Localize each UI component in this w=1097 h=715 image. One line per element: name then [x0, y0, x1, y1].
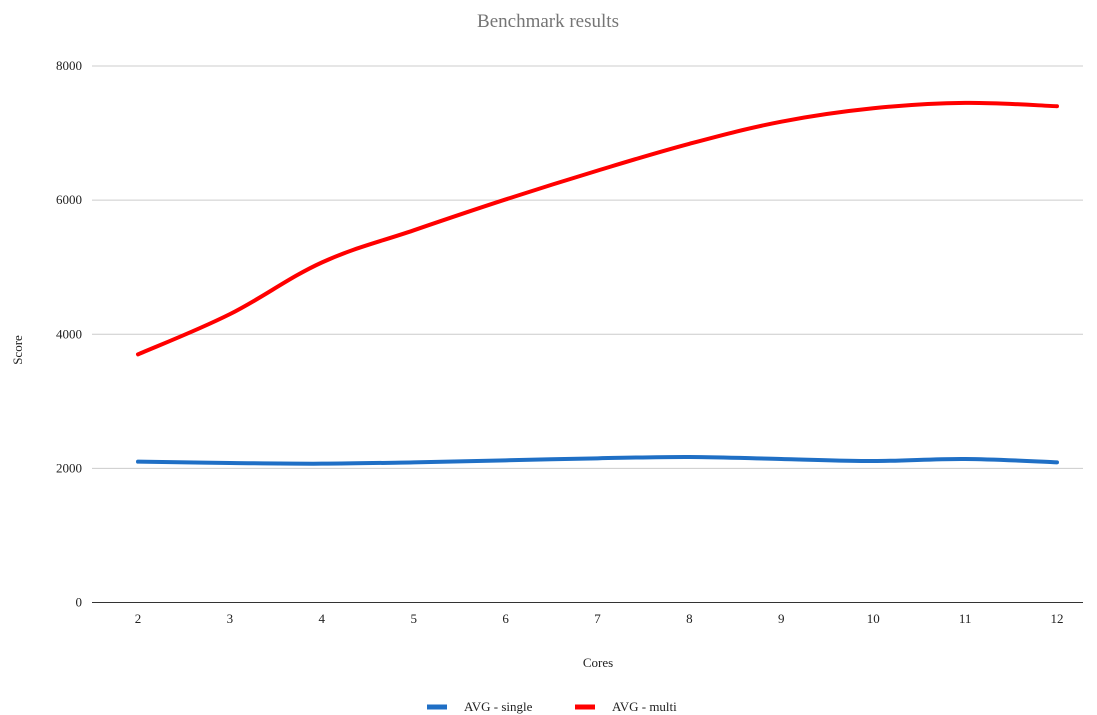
legend-item-multi[interactable]: AVG - multi	[575, 699, 677, 714]
x-tick-label: 4	[319, 611, 326, 626]
x-tick-label: 9	[778, 611, 785, 626]
y-axis-ticks: 0 2000 4000 6000 8000	[56, 58, 82, 610]
x-tick-label: 8	[686, 611, 693, 626]
y-axis-title: Score	[10, 335, 25, 365]
y-tick-label: 4000	[56, 326, 82, 341]
legend: AVG - single AVG - multi	[427, 699, 677, 714]
series-line-0	[136, 454, 1059, 466]
y-tick-label: 0	[76, 595, 83, 610]
x-tick-label: 11	[959, 611, 972, 626]
x-tick-label: 2	[135, 611, 142, 626]
y-tick-label: 2000	[56, 460, 82, 475]
gridlines	[92, 65, 1083, 469]
series-lines	[136, 100, 1059, 466]
x-axis-ticks: 2 3 4 5 6 7 8 9 10 11 12	[135, 611, 1064, 626]
x-axis-title: Cores	[583, 655, 613, 670]
legend-label-multi: AVG - multi	[612, 699, 677, 714]
x-tick-label: 10	[867, 611, 880, 626]
y-tick-label: 6000	[56, 192, 82, 207]
legend-item-single[interactable]: AVG - single	[427, 699, 533, 714]
y-tick-label: 8000	[56, 58, 82, 73]
x-tick-label: 7	[594, 611, 601, 626]
x-tick-label: 5	[410, 611, 417, 626]
legend-label-single: AVG - single	[464, 699, 533, 714]
x-tick-label: 3	[227, 611, 234, 626]
x-tick-label: 6	[502, 611, 509, 626]
chart-title: Benchmark results	[477, 11, 619, 32]
x-tick-label: 12	[1051, 611, 1064, 626]
series-line-1	[136, 100, 1059, 357]
